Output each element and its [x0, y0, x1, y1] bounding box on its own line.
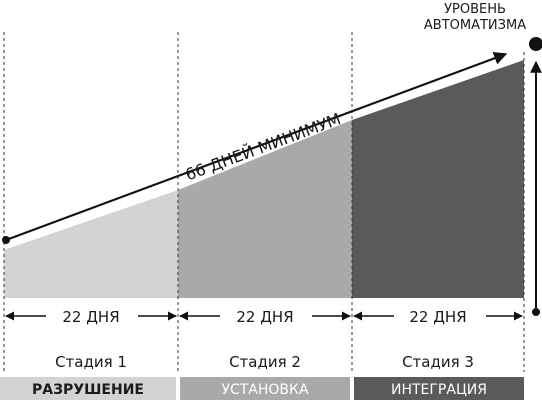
stage-name-1: Стадия 1	[55, 353, 127, 371]
stage-3-area	[352, 60, 524, 298]
duration-label-1: 22 ДНЯ	[62, 308, 119, 326]
duration-row: 22 ДНЯ 22 ДНЯ 22 ДНЯ	[5, 306, 523, 326]
phase-band-3	[354, 377, 524, 400]
duration-label-2: 22 ДНЯ	[236, 308, 293, 326]
level-label-line-2: АВТОМАТИЗМА	[424, 18, 526, 33]
vertical-arrow-base-dot	[532, 308, 540, 316]
level-label-line-1: УРОВЕНЬ	[444, 2, 506, 17]
phase-band-2	[180, 377, 350, 400]
phase-label-3: ИНТЕГРАЦИЯ	[391, 382, 487, 398]
phase-label-2: УСТАНОВКА	[221, 382, 309, 398]
progress-arrow	[5, 51, 508, 242]
phase-band-1	[0, 377, 176, 400]
stage-2-area	[178, 120, 352, 298]
automatism-dot	[529, 37, 542, 51]
stage-name-3: Стадия 3	[402, 353, 474, 371]
stage-name-2: Стадия 2	[229, 353, 301, 371]
stage-1-area	[4, 190, 178, 298]
duration-label-3: 22 ДНЯ	[409, 308, 466, 326]
phase-label-1: РАЗРУШЕНИЕ	[32, 382, 144, 398]
